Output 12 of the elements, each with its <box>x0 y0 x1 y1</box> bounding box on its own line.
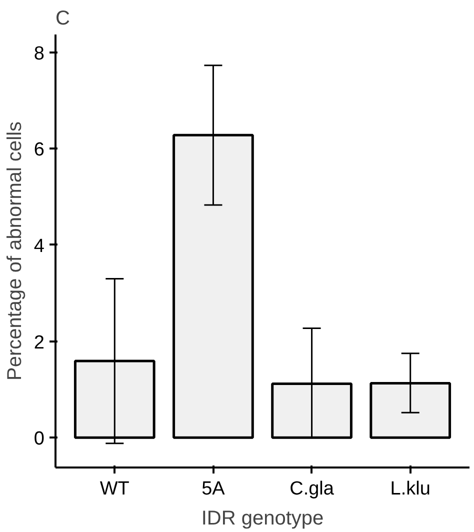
x-tick-label: C.gla <box>290 478 334 500</box>
y-axis-title: Percentage of abnormal cells <box>4 121 26 381</box>
y-tick-label: 8 <box>34 43 45 64</box>
y-tick-label: 2 <box>34 332 45 354</box>
y-tick-label: 6 <box>34 140 45 161</box>
x-tick-label: L.klu <box>390 478 430 500</box>
x-axis-title: IDR genotype <box>201 508 324 530</box>
x-tick-label: 5A <box>202 478 226 500</box>
y-tick-label: 4 <box>34 236 45 257</box>
x-tick-label: WT <box>100 478 130 500</box>
y-tick-label: 0 <box>34 428 45 450</box>
chart-title: C <box>56 8 70 30</box>
